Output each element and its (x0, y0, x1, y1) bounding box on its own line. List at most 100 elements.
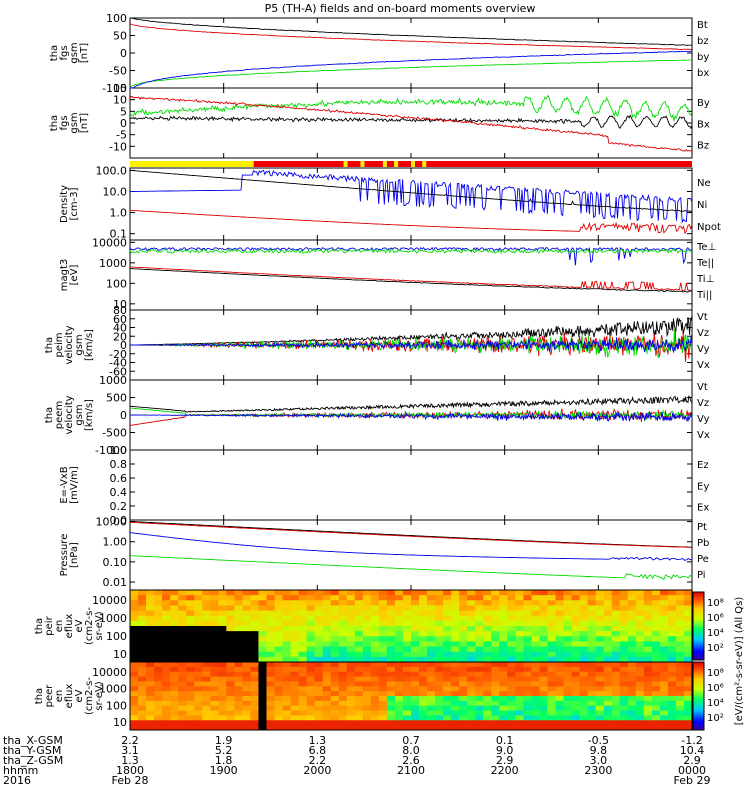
heatmap-cell (499, 710, 508, 716)
status-bar-yellow (130, 161, 254, 167)
heatmap-cell (250, 600, 259, 606)
heatmap-cell (643, 691, 653, 697)
heatmap-cell (170, 725, 179, 731)
heatmap-cell (386, 705, 396, 712)
heatmap-cell (378, 600, 388, 606)
heatmap-cell (162, 636, 171, 642)
series-Ti (129, 248, 693, 255)
heatmap-cell (523, 705, 532, 712)
heatmap-cell (667, 656, 677, 663)
heatmap-cell (515, 631, 524, 637)
heatmap-cell (667, 676, 677, 682)
heatmap-cell (250, 686, 259, 692)
heatmap-cell (386, 641, 396, 648)
heatmap-cell (394, 691, 404, 697)
heatmap-cell (635, 676, 645, 682)
heatmap-cell (242, 600, 251, 606)
heatmap-cell (402, 662, 412, 668)
heatmap-cell (298, 686, 308, 692)
chart-title: P5 (TH-A) fields and on-board moments ov… (265, 2, 536, 15)
heatmap-cell (531, 696, 540, 702)
heatmap-cell (154, 626, 163, 632)
heatmap-cell (619, 725, 629, 731)
heatmap-cell (226, 715, 235, 721)
heatmap-cell (499, 720, 508, 726)
heatmap-cell (595, 696, 605, 702)
ytick-label: 1000 (99, 612, 127, 625)
heatmap-cell (370, 610, 380, 617)
heatmap-cell (651, 626, 661, 632)
heatmap-cell (603, 676, 613, 682)
heatmap-cell (619, 686, 629, 692)
heatmap-cell (499, 620, 508, 627)
heatmap-cell (274, 651, 284, 658)
heatmap-cell (675, 681, 685, 687)
heatmap-cell (346, 646, 356, 653)
heatmap-cell (451, 615, 460, 622)
heatmap-cell (587, 720, 597, 726)
heatmap-cell (306, 651, 316, 658)
heatmap-cell (427, 696, 436, 702)
heatmap-cell (475, 720, 484, 726)
heatmap-cell (499, 631, 508, 637)
heatmap-cell (370, 656, 380, 663)
heatmap-cell (210, 600, 219, 606)
heatmap-cell (290, 705, 300, 712)
ytick-label: -40 (109, 357, 127, 370)
heatmap-cell (675, 651, 685, 658)
heatmap-cell (483, 686, 492, 692)
heatmap-cell (683, 691, 693, 697)
heatmap-cell (394, 636, 404, 642)
heatmap-cell (475, 700, 484, 707)
heatmap-cell (571, 646, 581, 653)
heatmap-cell (378, 615, 388, 622)
heatmap-cell (651, 631, 661, 637)
heatmap-cell (427, 636, 436, 642)
xaxis-value: 2300 (584, 764, 612, 777)
heatmap-cell (274, 715, 284, 721)
heatmap-cell (651, 671, 661, 678)
heatmap-cell (306, 641, 316, 648)
heatmap-cell (226, 705, 235, 712)
xaxis-value: 3.0 (590, 754, 608, 767)
heatmap-cell (539, 631, 548, 637)
heatmap-cell (154, 631, 163, 637)
heatmap-cell (274, 671, 284, 678)
heatmap-cell (635, 686, 645, 692)
heatmap-cell (338, 720, 348, 726)
heatmap-cell (451, 705, 460, 712)
ytick-label: 15 (113, 82, 127, 95)
heatmap-cell (443, 710, 452, 716)
legend-Te⊥: Te⊥ (696, 242, 716, 253)
heatmap-cell (130, 676, 139, 682)
heatmap-cell (539, 595, 548, 601)
heatmap-cell (162, 595, 171, 601)
heatmap-cell (435, 590, 444, 596)
heatmap-cell (282, 631, 292, 637)
heatmap-cell (346, 696, 356, 702)
heatmap-cell (386, 651, 396, 658)
heatmap-cell (491, 605, 500, 612)
heatmap-cell (290, 700, 300, 707)
heatmap-cell (266, 720, 276, 726)
heatmap-cell (178, 590, 187, 596)
heatmap-cell (226, 686, 235, 692)
heatmap-cell (226, 610, 235, 617)
heatmap-cell (314, 725, 324, 731)
heatmap-cell (411, 595, 420, 601)
legend-Vy: Vy (697, 414, 710, 425)
heatmap-cell (250, 681, 259, 687)
heatmap-cell (563, 595, 573, 601)
heatmap-cell (587, 676, 597, 682)
heatmap-cell (346, 710, 356, 716)
heatmap-cell (170, 600, 179, 606)
heatmap-cell (683, 662, 693, 668)
heatmap-cell (258, 646, 267, 653)
heatmap-cell (627, 595, 637, 601)
heatmap-cell (467, 681, 476, 687)
heatmap-cell (266, 710, 276, 716)
heatmap-cell (643, 686, 653, 692)
heatmap-cell (322, 676, 332, 682)
heatmap-cell (491, 610, 500, 617)
